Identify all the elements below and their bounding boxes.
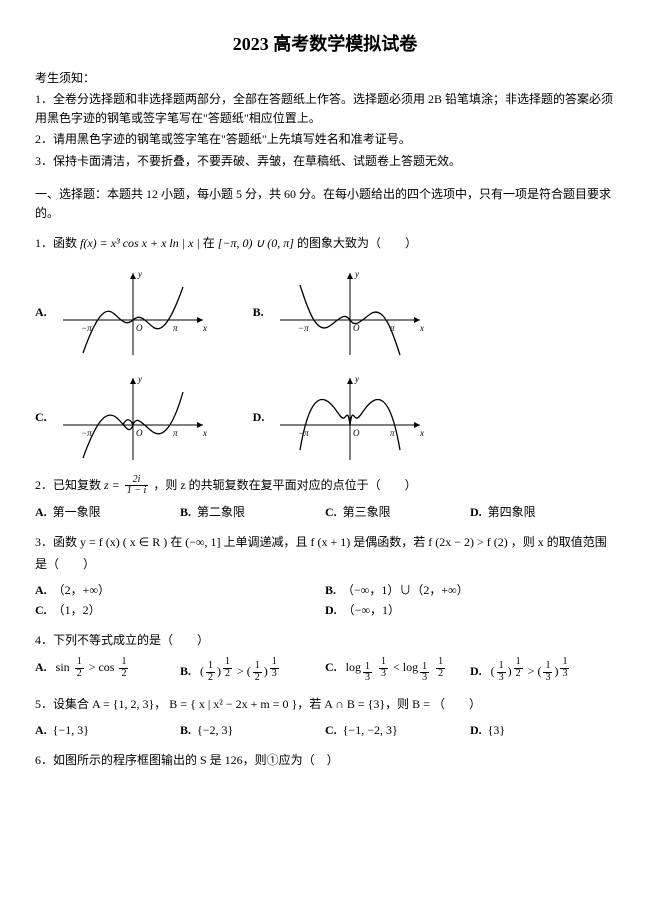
instructions-head: 考生须知：	[35, 69, 615, 88]
svg-text:−π: −π	[298, 323, 309, 333]
q1-graphs-row1: A. x y O π −π B. x y O π −π	[35, 265, 615, 360]
q1-text-pre: 1．函数	[35, 236, 80, 250]
q4-opt-a: A. sin 12 > cos 12	[35, 657, 180, 683]
q4a-pre: sin	[56, 660, 70, 674]
q2-opt-d: D.第四象限	[470, 503, 615, 522]
svg-text:O: O	[136, 323, 143, 333]
q4a-op: > cos	[89, 660, 115, 674]
q3-opt-c: C.（1，2）	[35, 601, 325, 620]
svg-text:x: x	[202, 428, 207, 438]
svg-text:π: π	[173, 428, 178, 438]
svg-text:π: π	[173, 323, 178, 333]
question-6: 6．如图所示的程序框图输出的 S 是 126，则①应为（ ）	[35, 750, 615, 772]
q1-opt-d: D. x y O π −π	[253, 370, 431, 465]
svg-text:−π: −π	[81, 323, 92, 333]
q4-opt-b: B. (12)12 > (12)13	[180, 657, 325, 683]
q3-opts: A.（2，+∞） B.（−∞，1）∪（2，+∞） C.（1，2） D.（−∞，1…	[35, 581, 615, 619]
svg-text:x: x	[419, 323, 424, 333]
q4-opt-d: D. (13)12 > (13)13	[470, 657, 615, 683]
q2-text: 2．已知复数	[35, 478, 101, 492]
instruction-line: 1．全卷分选择题和非选择题两部分，全部在答题纸上作答。选择题必须用 2B 铅笔填…	[35, 90, 615, 128]
q2-opt-b: B.第二象限	[180, 503, 325, 522]
opt-label: C.	[35, 408, 47, 427]
svg-text:π: π	[390, 428, 395, 438]
graph-d: x y O π −π	[270, 370, 430, 465]
q1-formula: f(x) = x³ cos x + x ln | x |	[80, 236, 200, 250]
q1-domain: [−π, 0) ∪ (0, π]	[218, 236, 294, 250]
section-heading: 一、选择题：本题共 12 小题，每小题 5 分，共 60 分。在每小题给出的四个…	[35, 185, 615, 223]
question-5: 5．设集合 A = {1, 2, 3}， B = { x | x² − 2x +…	[35, 694, 615, 716]
q1-opt-a: A. x y O π −π	[35, 265, 213, 360]
svg-text:O: O	[353, 428, 360, 438]
q3-opt-b: B.（−∞，1）∪（2，+∞）	[325, 581, 615, 600]
q1-graphs-row2: C. x y O π −π D. x y O π −π	[35, 370, 615, 465]
svg-text:y: y	[137, 269, 142, 279]
svg-text:x: x	[419, 428, 424, 438]
opt-label: D.	[253, 408, 265, 427]
graph-a: x y O π −π	[53, 265, 213, 360]
graph-c: x y O π −π	[53, 370, 213, 465]
q2-opt-c: C.第三象限	[325, 503, 470, 522]
q2-z: z =	[104, 478, 123, 492]
instruction-line: 2．请用黑色字迹的钢笔或签字笔在"答题纸"上先填写姓名和准考证号。	[35, 130, 615, 149]
question-2: 2．已知复数 z = 2i 1 − i ，则 z 的共轭复数在复平面对应的点位于…	[35, 475, 615, 497]
q2-frac: 2i 1 − i	[125, 475, 149, 497]
q1-opt-b: B. x y O π −π	[253, 265, 430, 360]
question-1: 1．函数 f(x) = x³ cos x + x ln | x | 在 [−π,…	[35, 233, 615, 255]
q5-opt-b: B.{−2, 3}	[180, 721, 325, 740]
q4-opts: A. sin 12 > cos 12 B. (12)12 > (12)13 C.…	[35, 657, 615, 683]
q3-opt-d: D.（−∞，1）	[325, 601, 615, 620]
opt-label: B.	[253, 303, 264, 322]
svg-text:x: x	[202, 323, 207, 333]
svg-text:−π: −π	[81, 428, 92, 438]
q2-opt-a: A.第一象限	[35, 503, 180, 522]
q1-text-mid: 在	[203, 236, 218, 250]
svg-text:O: O	[136, 428, 143, 438]
instructions: 考生须知： 1．全卷分选择题和非选择题两部分，全部在答题纸上作答。选择题必须用 …	[35, 69, 615, 171]
svg-text:y: y	[354, 374, 359, 384]
q5-opts: A.{−1, 3} B.{−2, 3} C.{−1, −2, 3} D.{3}	[35, 721, 615, 740]
q5-opt-c: C.{−1, −2, 3}	[325, 721, 470, 740]
svg-text:y: y	[137, 374, 142, 384]
svg-text:O: O	[353, 323, 360, 333]
q5-opt-a: A.{−1, 3}	[35, 721, 180, 740]
q2-opts: A.第一象限 B.第二象限 C.第三象限 D.第四象限	[35, 503, 615, 522]
opt-label: A.	[35, 303, 47, 322]
question-4: 4．下列不等式成立的是（ ）	[35, 630, 615, 652]
graph-b: x y O π −π	[270, 265, 430, 360]
q3-opt-a: A.（2，+∞）	[35, 581, 325, 600]
svg-text:y: y	[354, 269, 359, 279]
q4-opt-c: C. log13 13 < log13 12	[325, 657, 470, 683]
question-3: 3．函数 y = f (x) ( x ∈ R ) 在 (−∞, 1] 上单调递减…	[35, 532, 615, 575]
q1-text-post: 的图象大致为（ ）	[297, 236, 417, 250]
q1-opt-c: C. x y O π −π	[35, 370, 213, 465]
instruction-line: 3．保持卡面清洁，不要折叠，不要弄破、弄皱，在草稿纸、试题卷上答题无效。	[35, 152, 615, 171]
page-title: 2023 高考数学模拟试卷	[35, 30, 615, 59]
q5-opt-d: D.{3}	[470, 721, 615, 740]
q2-text2: ，则 z 的共轭复数在复平面对应的点位于（ ）	[153, 478, 416, 492]
